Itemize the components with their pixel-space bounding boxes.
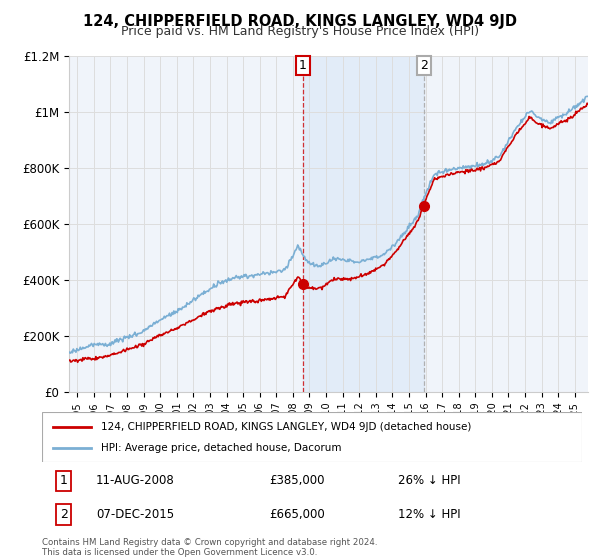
Text: 11-AUG-2008: 11-AUG-2008 (96, 474, 175, 487)
Text: 2: 2 (420, 59, 428, 72)
Text: £385,000: £385,000 (269, 474, 325, 487)
Text: HPI: Average price, detached house, Dacorum: HPI: Average price, detached house, Daco… (101, 443, 342, 453)
Text: 2: 2 (59, 508, 68, 521)
Text: 124, CHIPPERFIELD ROAD, KINGS LANGLEY, WD4 9JD: 124, CHIPPERFIELD ROAD, KINGS LANGLEY, W… (83, 14, 517, 29)
Text: 12% ↓ HPI: 12% ↓ HPI (398, 508, 461, 521)
Text: 1: 1 (59, 474, 68, 487)
Text: 124, CHIPPERFIELD ROAD, KINGS LANGLEY, WD4 9JD (detached house): 124, CHIPPERFIELD ROAD, KINGS LANGLEY, W… (101, 422, 472, 432)
Text: 07-DEC-2015: 07-DEC-2015 (96, 508, 174, 521)
FancyBboxPatch shape (42, 412, 582, 462)
Text: 1: 1 (299, 59, 307, 72)
Text: 26% ↓ HPI: 26% ↓ HPI (398, 474, 461, 487)
Text: Contains HM Land Registry data © Crown copyright and database right 2024.
This d: Contains HM Land Registry data © Crown c… (42, 538, 377, 557)
Bar (303, 56, 424, 392)
Text: Price paid vs. HM Land Registry's House Price Index (HPI): Price paid vs. HM Land Registry's House … (121, 25, 479, 38)
Text: £665,000: £665,000 (269, 508, 325, 521)
